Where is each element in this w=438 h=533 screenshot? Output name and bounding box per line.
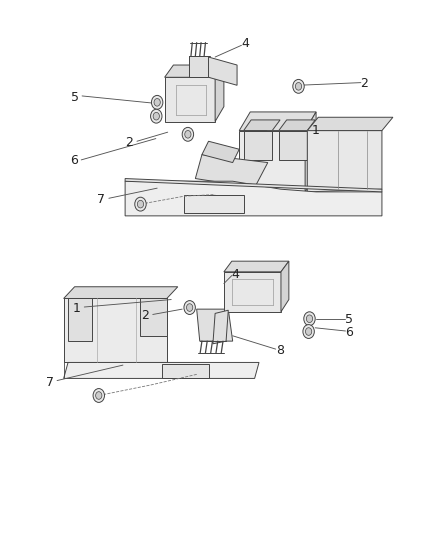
Polygon shape (278, 120, 314, 131)
Circle shape (303, 312, 314, 326)
Text: 1: 1 (73, 302, 81, 314)
Circle shape (292, 79, 304, 93)
Text: 7: 7 (97, 193, 105, 206)
Polygon shape (140, 298, 166, 336)
Text: 7: 7 (46, 376, 53, 389)
Polygon shape (304, 112, 315, 192)
Circle shape (134, 197, 146, 211)
Polygon shape (125, 179, 381, 192)
Text: 1: 1 (311, 124, 319, 137)
Polygon shape (184, 195, 243, 213)
Circle shape (186, 304, 192, 311)
Polygon shape (243, 131, 272, 160)
Circle shape (154, 99, 160, 106)
Text: 2: 2 (125, 136, 133, 149)
Circle shape (184, 301, 195, 314)
Polygon shape (196, 309, 232, 341)
Text: 5: 5 (344, 313, 352, 326)
Polygon shape (280, 261, 288, 312)
Circle shape (182, 127, 193, 141)
Text: 6: 6 (70, 155, 78, 167)
Polygon shape (201, 141, 239, 163)
Circle shape (153, 112, 159, 120)
Text: 2: 2 (360, 77, 367, 90)
Polygon shape (195, 155, 267, 188)
Polygon shape (68, 298, 92, 341)
Polygon shape (223, 261, 288, 272)
Polygon shape (162, 364, 208, 378)
Polygon shape (64, 287, 177, 298)
Polygon shape (188, 56, 208, 77)
Text: 4: 4 (240, 37, 248, 50)
Polygon shape (307, 131, 381, 192)
Circle shape (137, 200, 143, 208)
Circle shape (151, 95, 162, 109)
Polygon shape (307, 117, 392, 131)
Polygon shape (64, 298, 166, 362)
Polygon shape (239, 131, 304, 192)
Circle shape (93, 389, 104, 402)
Text: 4: 4 (230, 268, 238, 281)
Circle shape (295, 83, 301, 90)
Polygon shape (212, 310, 228, 344)
Polygon shape (239, 112, 315, 131)
Text: 5: 5 (71, 91, 78, 103)
Text: 2: 2 (141, 309, 148, 322)
Polygon shape (164, 65, 223, 77)
Circle shape (184, 131, 191, 138)
Polygon shape (164, 77, 215, 122)
Text: 8: 8 (275, 344, 283, 357)
Circle shape (306, 315, 312, 322)
Circle shape (95, 392, 102, 399)
Circle shape (305, 328, 311, 335)
Polygon shape (64, 362, 258, 378)
Polygon shape (208, 57, 237, 85)
Polygon shape (223, 272, 280, 312)
Circle shape (150, 109, 162, 123)
Circle shape (302, 325, 314, 338)
Polygon shape (243, 120, 279, 131)
Polygon shape (278, 131, 307, 160)
Polygon shape (215, 65, 223, 122)
Text: 6: 6 (344, 326, 352, 338)
Polygon shape (125, 181, 381, 216)
